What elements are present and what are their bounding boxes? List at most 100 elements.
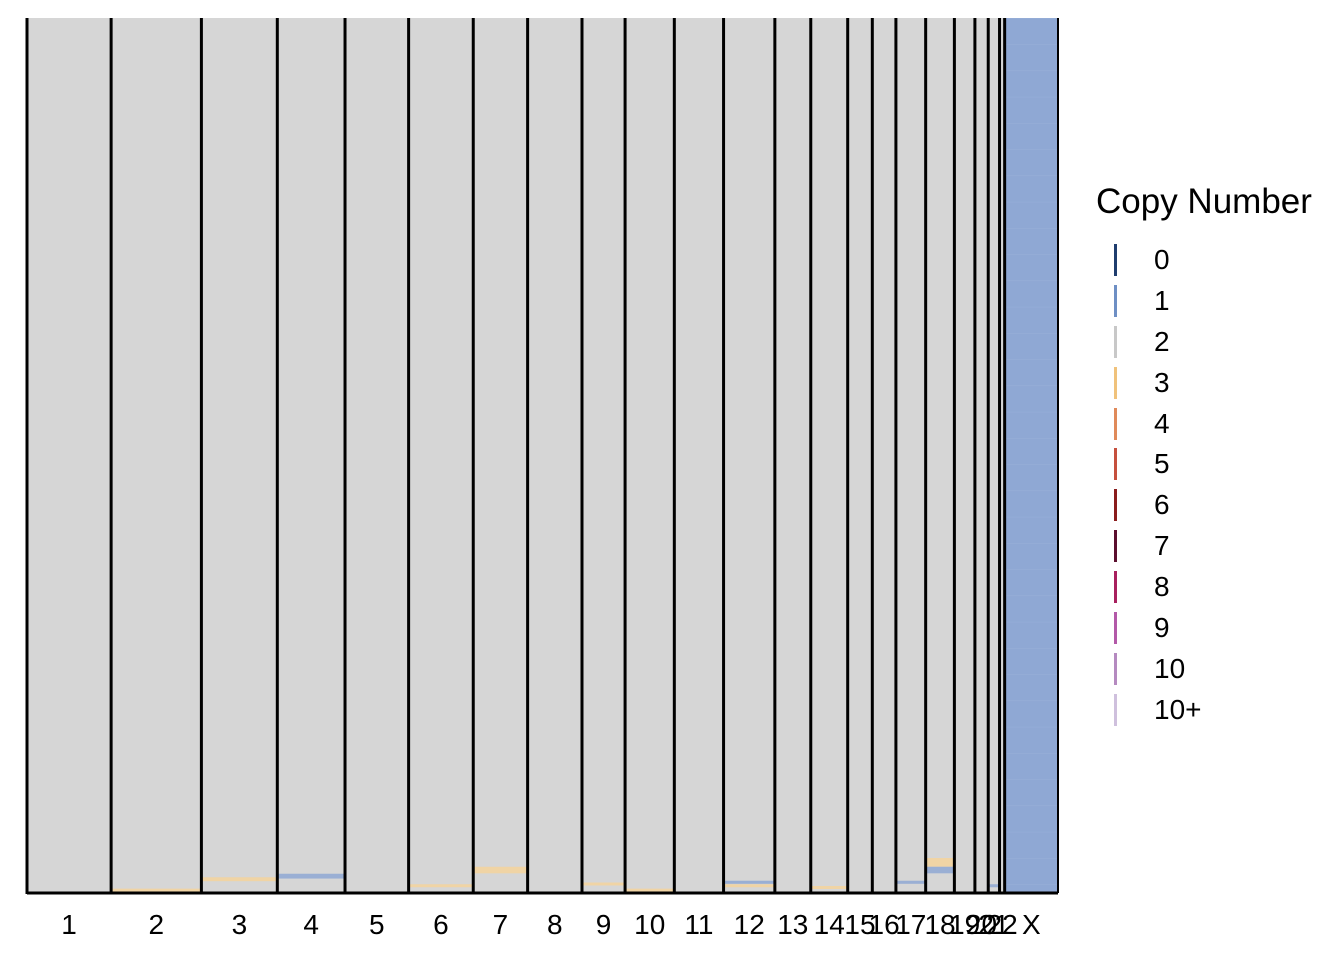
x-cell-row <box>1004 621 1058 623</box>
legend-key-line <box>1114 448 1117 481</box>
x-tick-label: 3 <box>232 909 248 940</box>
alteration-band-chr4-cn1 <box>277 873 346 879</box>
alteration-band-chr2-cn3 <box>111 888 202 892</box>
legend-key-line <box>1114 325 1117 358</box>
legend-label: 0 <box>1154 244 1170 275</box>
x-cell-row <box>1004 438 1058 439</box>
alteration-band-chr7-cn3 <box>473 866 528 874</box>
x-cell-row <box>1004 70 1058 72</box>
x-cell-row <box>1004 569 1058 570</box>
chromosome-block-1 <box>27 18 112 893</box>
x-cell-row <box>1004 858 1058 859</box>
chromosome-block-16 <box>872 18 896 893</box>
x-cell-row <box>1004 726 1058 728</box>
legend-label: 6 <box>1154 489 1170 521</box>
chromosome-block-X <box>1004 18 1058 893</box>
alteration-band-chr10-cn3 <box>625 888 675 892</box>
chromosome-block-19 <box>954 18 975 893</box>
x-tick-label: 4 <box>303 909 319 940</box>
chromosome-block-2 <box>111 18 202 893</box>
legend-entry: 10+ <box>1096 690 1312 731</box>
x-tick-label: 21 <box>978 909 1009 940</box>
chromosome-block-6 <box>408 18 474 893</box>
legend-entry: 2 <box>1096 322 1312 363</box>
alteration-band-chr12-cn1 <box>723 880 775 884</box>
chromosome-block-14 <box>810 18 848 893</box>
alteration-band-chr18-cn3 <box>925 858 955 867</box>
legend-key-line <box>1114 612 1117 645</box>
alteration-band-chr9-cn3 <box>581 882 626 886</box>
chromosome-block-3 <box>201 18 278 893</box>
x-cell-row <box>1004 228 1058 229</box>
legend-key-line <box>1114 366 1117 399</box>
chromosome-block-11 <box>674 18 724 893</box>
x-cell-row <box>1004 753 1058 754</box>
chromosome-block-7 <box>473 18 528 893</box>
x-cell-row <box>1004 254 1058 255</box>
x-cell-row <box>1004 44 1058 45</box>
legend-entry: 0 <box>1096 240 1312 281</box>
chromosome-block-8 <box>527 18 582 893</box>
legend-label: 3 <box>1154 366 1170 398</box>
x-tick-label: 17 <box>895 909 926 940</box>
x-tick-label: 2 <box>148 909 164 940</box>
legend-key-line <box>1114 284 1117 317</box>
x-tick-label: 16 <box>869 909 900 940</box>
plot-area <box>25 18 1059 895</box>
chromosome-block-10 <box>625 18 675 893</box>
x-cell-row <box>1004 490 1058 492</box>
x-tick-label: 9 <box>596 909 612 940</box>
x-tick-label: 19 <box>949 909 980 940</box>
x-tick-label: 8 <box>547 909 563 940</box>
legend-items: 0 1 2 3 4 5 6 7 8 9 10 10+ <box>1096 240 1312 731</box>
x-cell-row <box>1004 359 1058 360</box>
x-tick-label: 22 <box>987 909 1018 940</box>
legend-entry: 9 <box>1096 608 1312 649</box>
legend-label: 2 <box>1154 325 1170 357</box>
legend-key-line <box>1114 489 1117 522</box>
legend-key-line <box>1114 652 1117 685</box>
legend-label: 4 <box>1154 407 1170 439</box>
x-cell-row <box>1004 411 1058 413</box>
legend-key-line <box>1114 693 1117 726</box>
x-cell-row <box>1004 543 1058 544</box>
legend-entry: 3 <box>1096 363 1312 404</box>
legend-label: 10+ <box>1154 693 1202 725</box>
alteration-band-chr3-cn3 <box>201 877 278 882</box>
legend-label: 5 <box>1154 448 1170 480</box>
alteration-band-chr6-cn3 <box>408 884 474 888</box>
x-cell-row <box>1004 884 1058 885</box>
x-cell-row <box>1004 700 1058 702</box>
chromosome-block-17 <box>895 18 926 893</box>
chromosome-block-22 <box>999 18 1005 893</box>
x-cell-row <box>1004 595 1058 597</box>
x-cell-row <box>1004 831 1058 833</box>
alteration-band-chr14-cn3 <box>810 886 848 889</box>
alteration-band-chr21-cn1 <box>988 884 1000 888</box>
x-tick-label: 10 <box>634 909 665 940</box>
x-cell-row <box>1004 149 1058 150</box>
x-tick-label: 13 <box>777 909 808 940</box>
legend-key-line <box>1114 407 1117 440</box>
legend-key-line <box>1114 530 1117 563</box>
chromosome-block-5 <box>345 18 409 893</box>
alteration-band-chr12-cn3 <box>723 884 775 888</box>
x-tick-label: 5 <box>369 909 385 940</box>
x-cell-row <box>1004 333 1058 334</box>
x-cell-row <box>1004 674 1058 675</box>
legend-label: 1 <box>1154 284 1170 316</box>
legend-entry: 10 <box>1096 649 1312 690</box>
alteration-band-chr18-cn1 <box>925 866 955 874</box>
legend-entry: 5 <box>1096 444 1312 485</box>
x-cell-row <box>1004 385 1058 387</box>
x-tick-label: X <box>1022 909 1041 940</box>
chromosome-block-20 <box>974 18 989 893</box>
x-cell-row <box>1004 516 1058 518</box>
x-tick-label: 15 <box>844 909 875 940</box>
legend-entry: 8 <box>1096 567 1312 608</box>
x-cell-row <box>1004 175 1058 177</box>
x-cell-row <box>1004 779 1058 780</box>
chromosome-block-13 <box>774 18 811 893</box>
